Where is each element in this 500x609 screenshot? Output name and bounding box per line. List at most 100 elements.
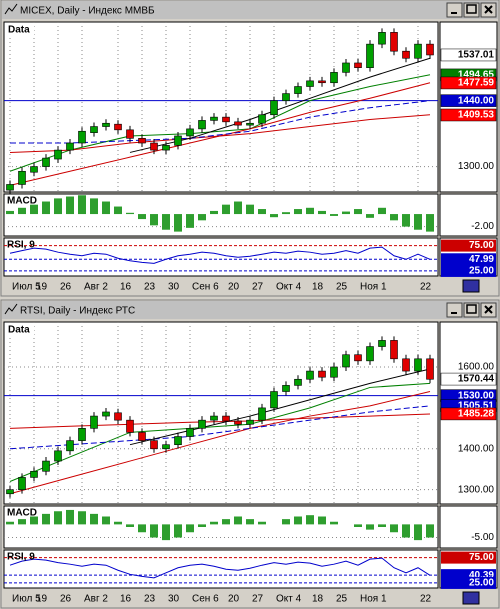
y-tick-label: 1400.00 xyxy=(458,443,495,454)
candle xyxy=(42,460,50,472)
candle xyxy=(30,166,38,173)
y-tick-label: 1300.00 xyxy=(458,484,495,495)
indicator-line xyxy=(9,413,431,429)
macd-bar xyxy=(378,524,386,527)
candle xyxy=(258,114,266,124)
macd-bar xyxy=(6,521,14,525)
candle xyxy=(174,436,182,445)
macd-bar xyxy=(270,214,278,218)
x-tick-label: 27 xyxy=(252,282,264,293)
panel-label: Data xyxy=(8,325,30,336)
macd-bar xyxy=(186,524,194,533)
price-tag-label: 1477.59 xyxy=(458,78,495,89)
macd-bar xyxy=(126,212,134,215)
plot-area xyxy=(3,321,439,505)
corner-icon[interactable] xyxy=(462,591,480,605)
price-tag-label: 1505.51 xyxy=(458,400,495,411)
macd-bar xyxy=(162,214,170,230)
x-tick-label: 23 xyxy=(144,282,156,293)
price-tag-label: 1409.53 xyxy=(458,110,495,121)
macd-bar xyxy=(282,212,290,215)
macd-bar xyxy=(174,214,182,232)
macd-bar xyxy=(234,516,242,525)
macd-bar xyxy=(234,201,242,215)
x-tick-label: 16 xyxy=(120,594,132,605)
indicator-line xyxy=(9,391,431,495)
candle xyxy=(234,420,242,425)
candle xyxy=(258,407,266,421)
rsi-tag-label: 25.00 xyxy=(469,578,494,589)
candle xyxy=(222,415,230,422)
candle xyxy=(102,122,110,127)
x-tick-label: 22 xyxy=(420,594,432,605)
candle xyxy=(198,120,206,130)
title-bar xyxy=(2,1,498,19)
macd-bar xyxy=(222,204,230,215)
macd-bar xyxy=(30,516,38,525)
corner-icon[interactable] xyxy=(462,279,480,293)
candle xyxy=(402,50,410,59)
x-tick-label: Июл 5 xyxy=(12,594,41,605)
x-tick-label: Окт 4 xyxy=(276,594,302,605)
macd-bar xyxy=(414,524,422,541)
macd-bar xyxy=(18,519,26,525)
candle xyxy=(18,477,26,490)
panel-label: MACD xyxy=(7,196,37,207)
x-tick-label: 20 xyxy=(228,594,240,605)
macd-bar xyxy=(54,198,62,215)
candle xyxy=(426,43,434,56)
macd-bar xyxy=(246,204,254,215)
macd-bar xyxy=(174,524,182,538)
window-button-min[interactable] xyxy=(446,2,463,18)
panel-label: RSI, 9 xyxy=(7,552,35,563)
candle xyxy=(270,391,278,409)
indicator-line xyxy=(9,82,431,186)
macd-bar xyxy=(354,524,362,527)
indicator-line xyxy=(9,74,431,172)
macd-bar xyxy=(426,524,434,538)
x-tick-label: Авг 2 xyxy=(84,594,108,605)
macd-bar xyxy=(318,516,326,525)
macd-bar xyxy=(114,521,122,525)
macd-bar xyxy=(102,516,110,525)
plot-area xyxy=(3,237,439,277)
rsi-tag-label: 40.39 xyxy=(469,570,494,581)
rsi-tag xyxy=(441,551,496,564)
macd-bar xyxy=(306,207,314,215)
candle xyxy=(366,43,374,68)
rsi-tag-label: 47.99 xyxy=(469,254,494,265)
panel-label-bg xyxy=(6,324,34,336)
macd-bar xyxy=(402,524,410,538)
macd-bar xyxy=(258,209,266,215)
macd-bar xyxy=(150,524,158,538)
plot-area xyxy=(3,505,439,549)
x-tick-label: 27 xyxy=(252,594,264,605)
price-tag xyxy=(440,372,497,386)
x-tick-label: Авг 2 xyxy=(84,282,108,293)
macd-bar xyxy=(354,209,362,215)
candle xyxy=(282,93,290,101)
candle xyxy=(318,80,326,84)
candle xyxy=(162,145,170,151)
rsi-line xyxy=(9,557,431,579)
candle xyxy=(402,358,410,372)
indicator-line xyxy=(9,405,431,450)
candle xyxy=(210,116,218,121)
candle xyxy=(6,184,14,191)
macd-bar xyxy=(294,209,302,215)
macd-bar xyxy=(426,214,434,232)
price-tag-label: 1530.00 xyxy=(458,390,495,401)
window-button-min[interactable] xyxy=(446,302,463,318)
candle xyxy=(186,428,194,437)
macd-bar xyxy=(30,204,38,215)
candle xyxy=(414,358,422,372)
macd-bar xyxy=(126,524,134,527)
macd-bar xyxy=(198,214,206,221)
candle xyxy=(210,415,218,421)
candle xyxy=(306,370,314,380)
axis-area xyxy=(439,193,498,237)
macd-bar xyxy=(246,519,254,525)
candle xyxy=(390,32,398,52)
macd-bar xyxy=(366,214,374,218)
btn-glyph xyxy=(484,5,493,14)
